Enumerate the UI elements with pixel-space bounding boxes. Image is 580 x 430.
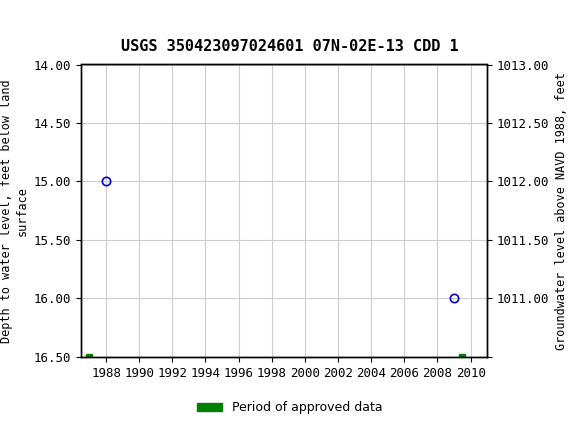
Legend: Period of approved data: Period of approved data	[192, 396, 388, 419]
Text: ≡USGS: ≡USGS	[17, 8, 72, 26]
Text: USGS 350423097024601 07N-02E-13 CDD 1: USGS 350423097024601 07N-02E-13 CDD 1	[121, 39, 459, 54]
Y-axis label: Groundwater level above NAVD 1988, feet: Groundwater level above NAVD 1988, feet	[555, 72, 568, 350]
Y-axis label: Depth to water level, feet below land
surface: Depth to water level, feet below land su…	[1, 79, 28, 343]
